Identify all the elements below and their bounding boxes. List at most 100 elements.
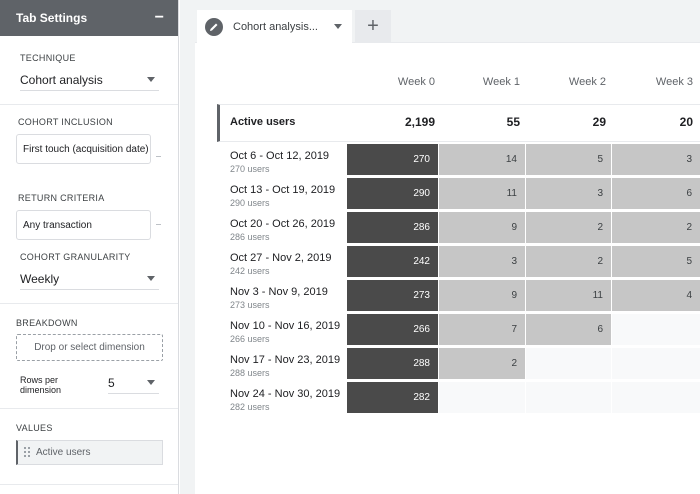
cohort-cell-empty (439, 382, 525, 413)
cohort-cell: 2 (526, 212, 611, 243)
section-divider (0, 303, 178, 304)
section-divider (0, 104, 178, 105)
dash-mark (156, 156, 161, 157)
technique-dropdown[interactable]: Cohort analysis (20, 69, 159, 91)
cohort-row-label: Nov 24 - Nov 30, 2019 282 users (230, 388, 340, 412)
cohort-cell: 2 (612, 212, 700, 243)
chevron-down-icon (147, 77, 155, 82)
week-header: Week 1 (482, 76, 520, 88)
tab-settings-panel: Tab Settings − TECHNIQUE Cohort analysis… (0, 0, 179, 494)
pencil-icon[interactable] (205, 17, 223, 36)
cohort-cell: 5 (612, 246, 700, 277)
cohort-date-range: Nov 24 - Nov 30, 2019 (230, 388, 341, 400)
cohort-row-label: Nov 17 - Nov 23, 2019 288 users (230, 354, 340, 378)
cohort-date-range: Oct 20 - Oct 26, 2019 (230, 218, 336, 230)
cohort-cell: 290 (347, 178, 438, 209)
cohort-user-count: 273 users (230, 300, 270, 310)
cohort-cell: 2 (439, 348, 525, 379)
dash-mark (156, 224, 161, 225)
values-chip-label: Active users (36, 447, 91, 458)
cohort-cell-empty (612, 382, 700, 413)
cohort-date-range: Nov 10 - Nov 16, 2019 (230, 320, 341, 332)
cohort-cell: 9 (439, 280, 525, 311)
chevron-down-icon (147, 380, 155, 385)
active-users-label: Active users (230, 116, 296, 128)
cohort-cell-empty (526, 382, 611, 413)
cohort-granularity-label: COHORT GRANULARITY (20, 252, 131, 262)
active-users-total-row (217, 104, 700, 142)
cohort-cell: 266 (347, 314, 438, 345)
breakdown-label: BREAKDOWN (16, 318, 78, 328)
cohort-cell: 273 (347, 280, 438, 311)
cohort-row-label: Nov 3 - Nov 9, 2019 273 users (230, 286, 328, 310)
active-users-total: 29 (592, 115, 606, 129)
active-users-total: 55 (506, 115, 520, 129)
cohort-row-label: Oct 27 - Nov 2, 2019 242 users (230, 252, 332, 276)
rows-per-dimension-dropdown[interactable]: 5 (108, 372, 159, 394)
section-divider (0, 408, 178, 409)
cohort-cell: 3 (439, 246, 525, 277)
cohort-date-range: Oct 6 - Oct 12, 2019 (230, 150, 330, 162)
technique-label: TECHNIQUE (20, 53, 76, 63)
tab-settings-header: Tab Settings − (0, 0, 178, 36)
cohort-granularity-value: Weekly (20, 271, 60, 286)
week-header: Week 2 (568, 76, 606, 88)
cohort-user-count: 266 users (230, 334, 270, 344)
tab-settings-title: Tab Settings (16, 11, 88, 25)
cohort-cell: 6 (612, 178, 700, 209)
cohort-cell: 5 (526, 144, 611, 175)
return-criteria-selector[interactable]: Any transaction (16, 210, 151, 240)
collapse-panel-button[interactable]: − (154, 9, 164, 26)
cohort-date-range: Nov 3 - Nov 9, 2019 (230, 286, 328, 298)
cohort-cell: 11 (526, 280, 611, 311)
values-label: VALUES (16, 423, 53, 433)
cohort-cell-empty (526, 348, 611, 379)
cohort-cell: 6 (526, 314, 611, 345)
rows-per-dimension-value: 5 (108, 375, 115, 390)
active-users-total: 2,199 (404, 115, 435, 129)
cohort-user-count: 270 users (230, 164, 270, 174)
cohort-date-range: Oct 27 - Nov 2, 2019 (230, 252, 332, 264)
cohort-row-label: Oct 20 - Oct 26, 2019 286 users (230, 218, 335, 242)
cohort-cell: 286 (347, 212, 438, 243)
cohort-inclusion-value: First touch (acquisition date) (23, 143, 149, 155)
main-canvas: Cohort analysis... + Week 0 Week 1 Week … (180, 0, 700, 494)
cohort-cell: 7 (439, 314, 525, 345)
return-criteria-label: RETURN CRITERIA (18, 193, 105, 203)
cohort-cell: 270 (347, 144, 438, 175)
tab-bar: Cohort analysis... + (195, 0, 700, 43)
tab-cohort-analysis[interactable]: Cohort analysis... (197, 10, 352, 43)
cohort-user-count: 286 users (230, 232, 270, 242)
return-criteria-value: Any transaction (23, 219, 92, 231)
rows-per-dimension-label: Rows per dimension (20, 375, 61, 395)
cohort-cell-empty (612, 348, 700, 379)
cohort-cell: 242 (347, 246, 438, 277)
cohort-granularity-dropdown[interactable]: Weekly (20, 268, 159, 290)
cohort-inclusion-label: COHORT INCLUSION (18, 117, 113, 127)
cohort-date-range: Oct 13 - Oct 19, 2019 (230, 184, 336, 196)
chevron-down-icon[interactable] (334, 24, 342, 29)
cohort-cell: 288 (347, 348, 438, 379)
cohort-row-label: Oct 6 - Oct 12, 2019 270 users (230, 150, 329, 174)
canvas-gutter (180, 0, 195, 494)
cohort-cell: 282 (347, 382, 438, 413)
cohort-user-count: 282 users (230, 402, 270, 412)
add-tab-button[interactable]: + (355, 10, 391, 43)
cohort-user-count: 242 users (230, 266, 270, 276)
rows-per-dimension-label-line1: Rows per (20, 375, 59, 385)
section-divider (0, 484, 178, 485)
technique-value: Cohort analysis (20, 72, 103, 87)
cohort-date-range: Nov 17 - Nov 23, 2019 (230, 354, 341, 366)
breakdown-drop-zone[interactable]: Drop or select dimension (16, 334, 163, 361)
values-chip-active-users[interactable]: Active users (16, 440, 163, 465)
cohort-cell-empty (612, 314, 700, 345)
cohort-cell: 14 (439, 144, 525, 175)
cohort-cell: 9 (439, 212, 525, 243)
chevron-down-icon (147, 276, 155, 281)
cohort-user-count: 288 users (230, 368, 270, 378)
drag-handle-icon[interactable] (24, 447, 30, 458)
cohort-cell: 11 (439, 178, 525, 209)
active-users-total: 20 (679, 115, 693, 129)
cohort-cell: 2 (526, 246, 611, 277)
cohort-inclusion-selector[interactable]: First touch (acquisition date) (16, 134, 151, 164)
